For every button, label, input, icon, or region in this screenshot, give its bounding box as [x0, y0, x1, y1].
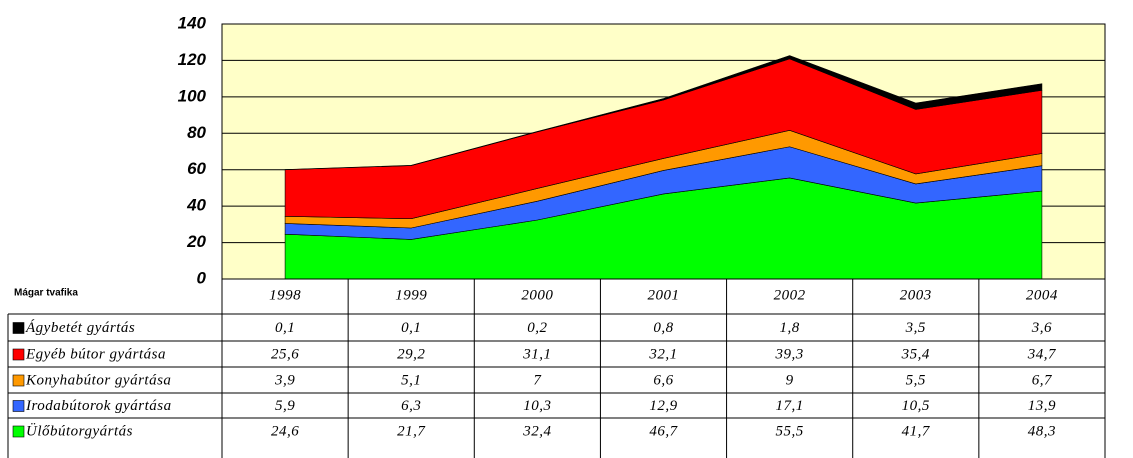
data-label: 0,1 — [275, 320, 295, 336]
data-label: 3,5 — [905, 320, 926, 336]
data-label: 12,9 — [649, 398, 677, 414]
data-label: 32,4 — [522, 423, 551, 439]
x-tick-label: 1999 — [395, 287, 427, 303]
data-label: 5,5 — [906, 372, 926, 388]
x-tick-label: 2004 — [1026, 287, 1058, 303]
y-tick-label: 0 — [197, 268, 207, 287]
data-label: 21,7 — [397, 423, 426, 439]
data-label: 24,6 — [271, 423, 299, 439]
data-label: 46,7 — [649, 423, 678, 439]
legend-swatch — [12, 348, 25, 361]
x-tick-label: 2001 — [648, 287, 680, 303]
x-tick-label: 2002 — [774, 287, 806, 303]
y-tick-label: 100 — [178, 86, 207, 105]
y-tick-label: 20 — [186, 232, 206, 251]
data-label: 0,8 — [653, 320, 673, 336]
data-label: 10,5 — [902, 398, 930, 414]
data-label: 9 — [786, 372, 794, 388]
data-label: 3,9 — [274, 372, 295, 388]
y-tick-label: 140 — [178, 13, 207, 32]
data-label: 13,9 — [1028, 398, 1056, 414]
data-label: 3,6 — [1031, 320, 1052, 336]
data-label: 1,8 — [780, 320, 800, 336]
data-label: 0,2 — [527, 320, 547, 336]
legend-label: Ülőbútorgyártás — [26, 422, 133, 439]
legend-swatch — [12, 322, 25, 334]
legend-swatch — [12, 374, 25, 387]
data-label: 31,1 — [522, 346, 551, 362]
area — [284, 55, 1043, 171]
data-label: 0,1 — [401, 320, 421, 336]
data-label: 39,3 — [775, 346, 804, 362]
legend-swatch — [12, 425, 25, 438]
data-label: 35,4 — [901, 346, 930, 362]
y-tick-label: 120 — [178, 50, 207, 69]
data-label: 41,7 — [902, 423, 931, 439]
data-label: 48,3 — [1028, 423, 1056, 439]
corner-label: Mágar tvafika — [14, 288, 78, 299]
data-label: 7 — [533, 372, 542, 388]
y-tick-label: 80 — [187, 123, 206, 142]
legend-swatch — [12, 400, 25, 412]
data-label: 6,6 — [653, 372, 673, 388]
data-label: 5,1 — [401, 372, 421, 388]
legend-label: Egyéb bútor gyártása — [25, 346, 166, 362]
legend-label: Konyhabútor gyártása — [25, 372, 171, 388]
data-label: 17,1 — [776, 398, 804, 414]
data-label: 10,3 — [523, 398, 551, 414]
legend-label: Irodabútorok gyártása — [25, 398, 172, 414]
data-label: 5,9 — [275, 398, 295, 414]
data-label: 32,1 — [648, 346, 677, 362]
data-label: 29,2 — [397, 346, 425, 362]
data-label: 34,7 — [1027, 346, 1057, 362]
y-tick-label: 60 — [187, 159, 206, 178]
data-label: 6,3 — [401, 398, 421, 414]
data-label: 55,5 — [776, 423, 804, 439]
x-tick-label: 1998 — [269, 287, 301, 303]
data-label: 25,6 — [271, 346, 299, 362]
x-tick-label: 2003 — [900, 287, 932, 303]
data-label: 6,7 — [1032, 372, 1053, 388]
legend-label: Ágybetét gyártás — [25, 319, 135, 336]
x-tick-label: 2000 — [521, 287, 553, 303]
y-tick-label: 40 — [186, 196, 206, 215]
